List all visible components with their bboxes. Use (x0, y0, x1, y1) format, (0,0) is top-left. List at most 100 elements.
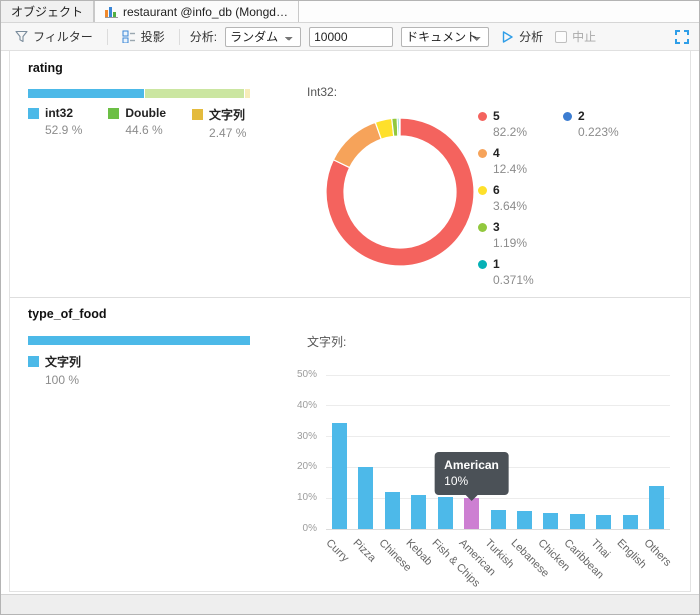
abort-control: 中止 (555, 28, 596, 45)
run-analysis-button[interactable]: 分析 (497, 26, 547, 47)
fullscreen-icon[interactable] (675, 29, 689, 44)
sample-mode-select[interactable]: ランダム (225, 26, 302, 47)
donut-legend-item: 2 0.223% (563, 109, 619, 139)
donut-legend-value-label: 3 (493, 220, 500, 234)
run-analysis-label: 分析 (519, 30, 544, 44)
type-of-food-type-distribution-bar (28, 336, 250, 345)
bar-tooltip: American 10% (434, 452, 509, 496)
donut-legend-percent-label: 0.371% (493, 273, 534, 287)
bar-caribbean[interactable] (569, 514, 585, 529)
tab-objects-label: オブジェクト (11, 5, 84, 19)
y-axis-tick-label: 0% (302, 523, 317, 534)
type-percent-label: 52.9 % (45, 123, 83, 137)
play-icon (502, 30, 513, 43)
donut-legend-value-label: 2 (578, 109, 585, 123)
donut-legend-item: 3 1.19% (478, 220, 534, 250)
donut-legend-dot-icon (478, 111, 487, 121)
donut-legend-item: 6 3.64% (478, 183, 534, 213)
type-legend-item: int32 52.9 % (28, 106, 82, 140)
field-title-rating: rating (28, 61, 63, 75)
donut-slice-5[interactable] (325, 117, 475, 267)
bar-fish-chips[interactable] (437, 497, 453, 529)
donut-legend-value-label: 5 (493, 109, 500, 123)
donut-legend-row: 6 (478, 183, 534, 197)
donut-legend-row: 4 (478, 146, 534, 160)
y-axis-tick-label: 20% (296, 461, 317, 473)
type-swatch-icon (192, 109, 204, 120)
type-legend-item: Double 44.6 % (108, 106, 166, 140)
tab-restaurant-schema[interactable]: restaurant @info_db (Mongd… (94, 1, 299, 22)
donut-legend-percent-label: 3.64% (493, 199, 528, 213)
bar-thai[interactable] (596, 515, 612, 529)
type-swatch-icon (28, 107, 39, 119)
bar-curry[interactable] (331, 423, 347, 529)
type-name-label: int32 (45, 106, 74, 120)
gridline (326, 497, 670, 499)
abort-checkbox[interactable] (555, 30, 568, 43)
x-axis-category-label: Thai (588, 537, 612, 561)
donut-legend-column-2: 2 0.223% (563, 109, 619, 146)
donut-legend-dot-icon (478, 222, 487, 232)
bar-chinese[interactable] (384, 492, 400, 529)
projection-label: 投影 (140, 30, 165, 44)
type-bar-segment[interactable] (145, 89, 244, 98)
type-bar-segment[interactable] (28, 336, 250, 345)
donut-legend-dot-icon (478, 148, 487, 158)
bar-turkish[interactable] (490, 509, 506, 529)
bar-chicken[interactable] (543, 512, 559, 529)
analyze-prefix-label: 分析: (189, 30, 218, 44)
donut-legend-percent-label: 12.4% (493, 162, 528, 176)
donut-slice-2[interactable] (398, 117, 401, 137)
bar-lebanese[interactable] (516, 510, 532, 529)
bar-pizza[interactable] (358, 467, 374, 529)
type-legend-item: 文字列 100 % (28, 353, 81, 387)
donut-legend-row: 1 (478, 257, 534, 271)
filter-button[interactable]: フィルター (11, 26, 97, 47)
donut-legend-item: 5 82.2% (478, 109, 534, 139)
donut-legend-dot-icon (563, 111, 572, 121)
y-axis-tick-label: 50% (296, 369, 317, 380)
donut-legend-item: 1 0.371% (478, 257, 534, 287)
toolbar-separator (106, 28, 108, 45)
tab-objects[interactable]: オブジェクト (1, 1, 95, 22)
y-axis-tick-label: 40% (296, 399, 317, 411)
abort-label: 中止 (572, 30, 597, 44)
bar-others[interactable] (649, 486, 665, 529)
bar-kebab[interactable] (411, 495, 427, 529)
scope-select[interactable]: ドキュメント (401, 26, 490, 47)
type-name-label: Double (125, 106, 167, 120)
donut-chart-title: Int32: (307, 85, 338, 99)
sample-size-input[interactable] (309, 26, 394, 47)
type-percent-label: 44.6 % (125, 123, 163, 137)
bar-english[interactable] (622, 515, 638, 529)
y-axis-tick-label: 30% (296, 430, 317, 442)
donut-slice-4[interactable] (332, 121, 383, 169)
tab-restaurant-label: restaurant @info_db (Mongd… (123, 4, 288, 19)
toolbar: フィルター 投影 分析: ランダム ドキュメント 分析 (1, 23, 699, 51)
donut-legend-percent-label: 82.2% (493, 125, 528, 139)
type-bar-segment[interactable] (244, 89, 250, 98)
type-percent-label: 100 % (45, 373, 80, 387)
filter-label: フィルター (33, 30, 93, 44)
donut-legend-value-label: 4 (493, 146, 500, 160)
y-axis-tick-label: 10% (296, 492, 317, 504)
tooltip-category-label: American (444, 458, 499, 473)
section-divider (10, 297, 690, 298)
field-title-type-of-food: type_of_food (28, 307, 107, 321)
donut-legend-column-1: 5 82.2% 4 12.4% 6 3.64% 3 1.19% 1 0.371% (478, 109, 534, 294)
type-of-food-bar-chart: 0% 10% 20% 30% 40% 50% Curry Pizza Chinese Kebab F… (297, 369, 673, 590)
gridline (326, 436, 670, 438)
rating-donut-chart (325, 117, 475, 267)
status-bar (1, 594, 699, 614)
filter-icon (15, 30, 28, 43)
type-legend-item: 文字列 2.47 % (192, 106, 246, 140)
type-bar-segment[interactable] (28, 89, 145, 98)
rating-type-legend: int32 52.9 % Double 44.6 % 文字列 2.47 % (28, 106, 272, 140)
type-swatch-icon (28, 356, 39, 367)
type-percent-label: 2.47 % (209, 126, 247, 140)
type-legend-row: int32 (28, 106, 82, 120)
projection-button[interactable]: 投影 (118, 26, 169, 47)
type-name-label: 文字列 (45, 355, 82, 369)
type-legend-row: 文字列 (28, 353, 81, 370)
